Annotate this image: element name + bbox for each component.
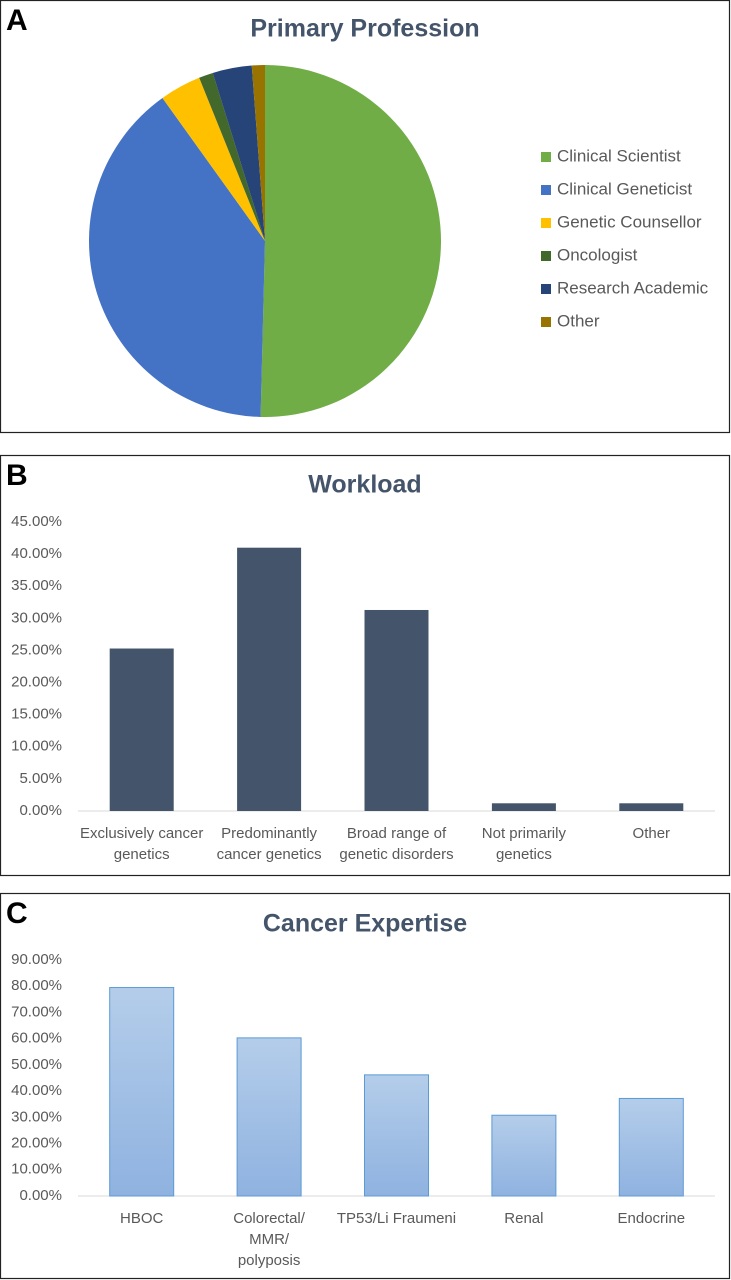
legend-label: Oncologist — [557, 245, 638, 264]
y-tick-label: 20.00% — [11, 1135, 62, 1152]
y-tick-label: 5.00% — [19, 770, 62, 787]
pie-slice — [212, 65, 265, 241]
y-tick-label: 20.00% — [11, 674, 62, 691]
x-tick-label: Colorectal/ MMR/ polyposis — [233, 1210, 305, 1269]
pie-slice — [199, 72, 265, 241]
y-tick-label: 50.00% — [11, 1056, 62, 1073]
y-tick-label: 40.00% — [11, 545, 62, 562]
panel-frame — [0, 0, 731, 434]
legend-swatch — [541, 251, 551, 261]
bar — [236, 1037, 302, 1197]
legend-label: Clinical Scientist — [557, 146, 681, 165]
y-tick-label: 10.00% — [11, 1161, 62, 1178]
x-tick-label: Renal — [504, 1210, 544, 1227]
bar — [237, 547, 302, 811]
panel-letter: A — [6, 4, 28, 37]
bar — [618, 1097, 684, 1197]
legend-swatch — [541, 152, 551, 162]
x-tick-label: HBOC — [120, 1210, 164, 1227]
y-tick-label: 10.00% — [11, 738, 62, 755]
panel-letter: C — [6, 897, 28, 930]
x-tick-label: Other — [632, 825, 671, 842]
y-tick-label: 70.00% — [11, 1003, 62, 1020]
y-tick-label: 15.00% — [11, 706, 62, 723]
legend-label: Clinical Geneticist — [557, 179, 692, 198]
y-tick-label: 30.00% — [11, 609, 62, 626]
bar — [491, 1114, 557, 1197]
bar — [491, 803, 556, 811]
legend-label: Genetic Counsellor — [557, 212, 702, 231]
y-tick-label: 30.00% — [11, 1108, 62, 1125]
legend-label: Other — [557, 311, 600, 330]
pie-slice — [251, 65, 265, 241]
chart-title: Primary Profession — [250, 15, 479, 43]
bar — [109, 987, 175, 1197]
pie-slice — [162, 77, 265, 241]
legend-swatch — [541, 284, 551, 294]
y-tick-label: 60.00% — [11, 1030, 62, 1047]
bar — [364, 609, 429, 811]
pie-slice — [260, 65, 441, 417]
legend-swatch — [541, 218, 551, 228]
x-tick-label: Broad range of genetic disorders — [339, 825, 454, 863]
bar — [364, 1074, 429, 1197]
bar — [109, 648, 174, 811]
legend-label: Research Academic — [557, 278, 709, 297]
y-tick-label: 25.00% — [11, 641, 62, 658]
legend-swatch — [541, 185, 551, 195]
y-tick-label: 35.00% — [11, 577, 62, 594]
pie-slice — [88, 97, 266, 417]
legend-swatch — [541, 317, 551, 327]
x-tick-label: Endocrine — [617, 1210, 686, 1227]
y-tick-label: 90.00% — [11, 951, 62, 968]
panel-frame — [0, 454, 731, 877]
x-tick-label: TP53/Li Fraumeni — [336, 1210, 457, 1227]
panel-frame — [0, 892, 731, 1280]
y-tick-label: 0.00% — [19, 1187, 62, 1204]
y-tick-label: 45.00% — [11, 513, 62, 530]
bar — [619, 803, 684, 811]
y-tick-label: 0.00% — [19, 802, 62, 819]
x-tick-label: Exclusively cancer genetics — [79, 825, 204, 863]
y-tick-label: 40.00% — [11, 1082, 62, 1099]
chart-title: Workload — [308, 471, 421, 499]
y-tick-label: 80.00% — [11, 977, 62, 994]
panel-letter: B — [6, 459, 28, 492]
chart-title: Cancer Expertise — [263, 910, 467, 938]
x-tick-label: Predominantly cancer genetics — [216, 825, 322, 863]
x-tick-label: Not primarily genetics — [481, 825, 566, 863]
